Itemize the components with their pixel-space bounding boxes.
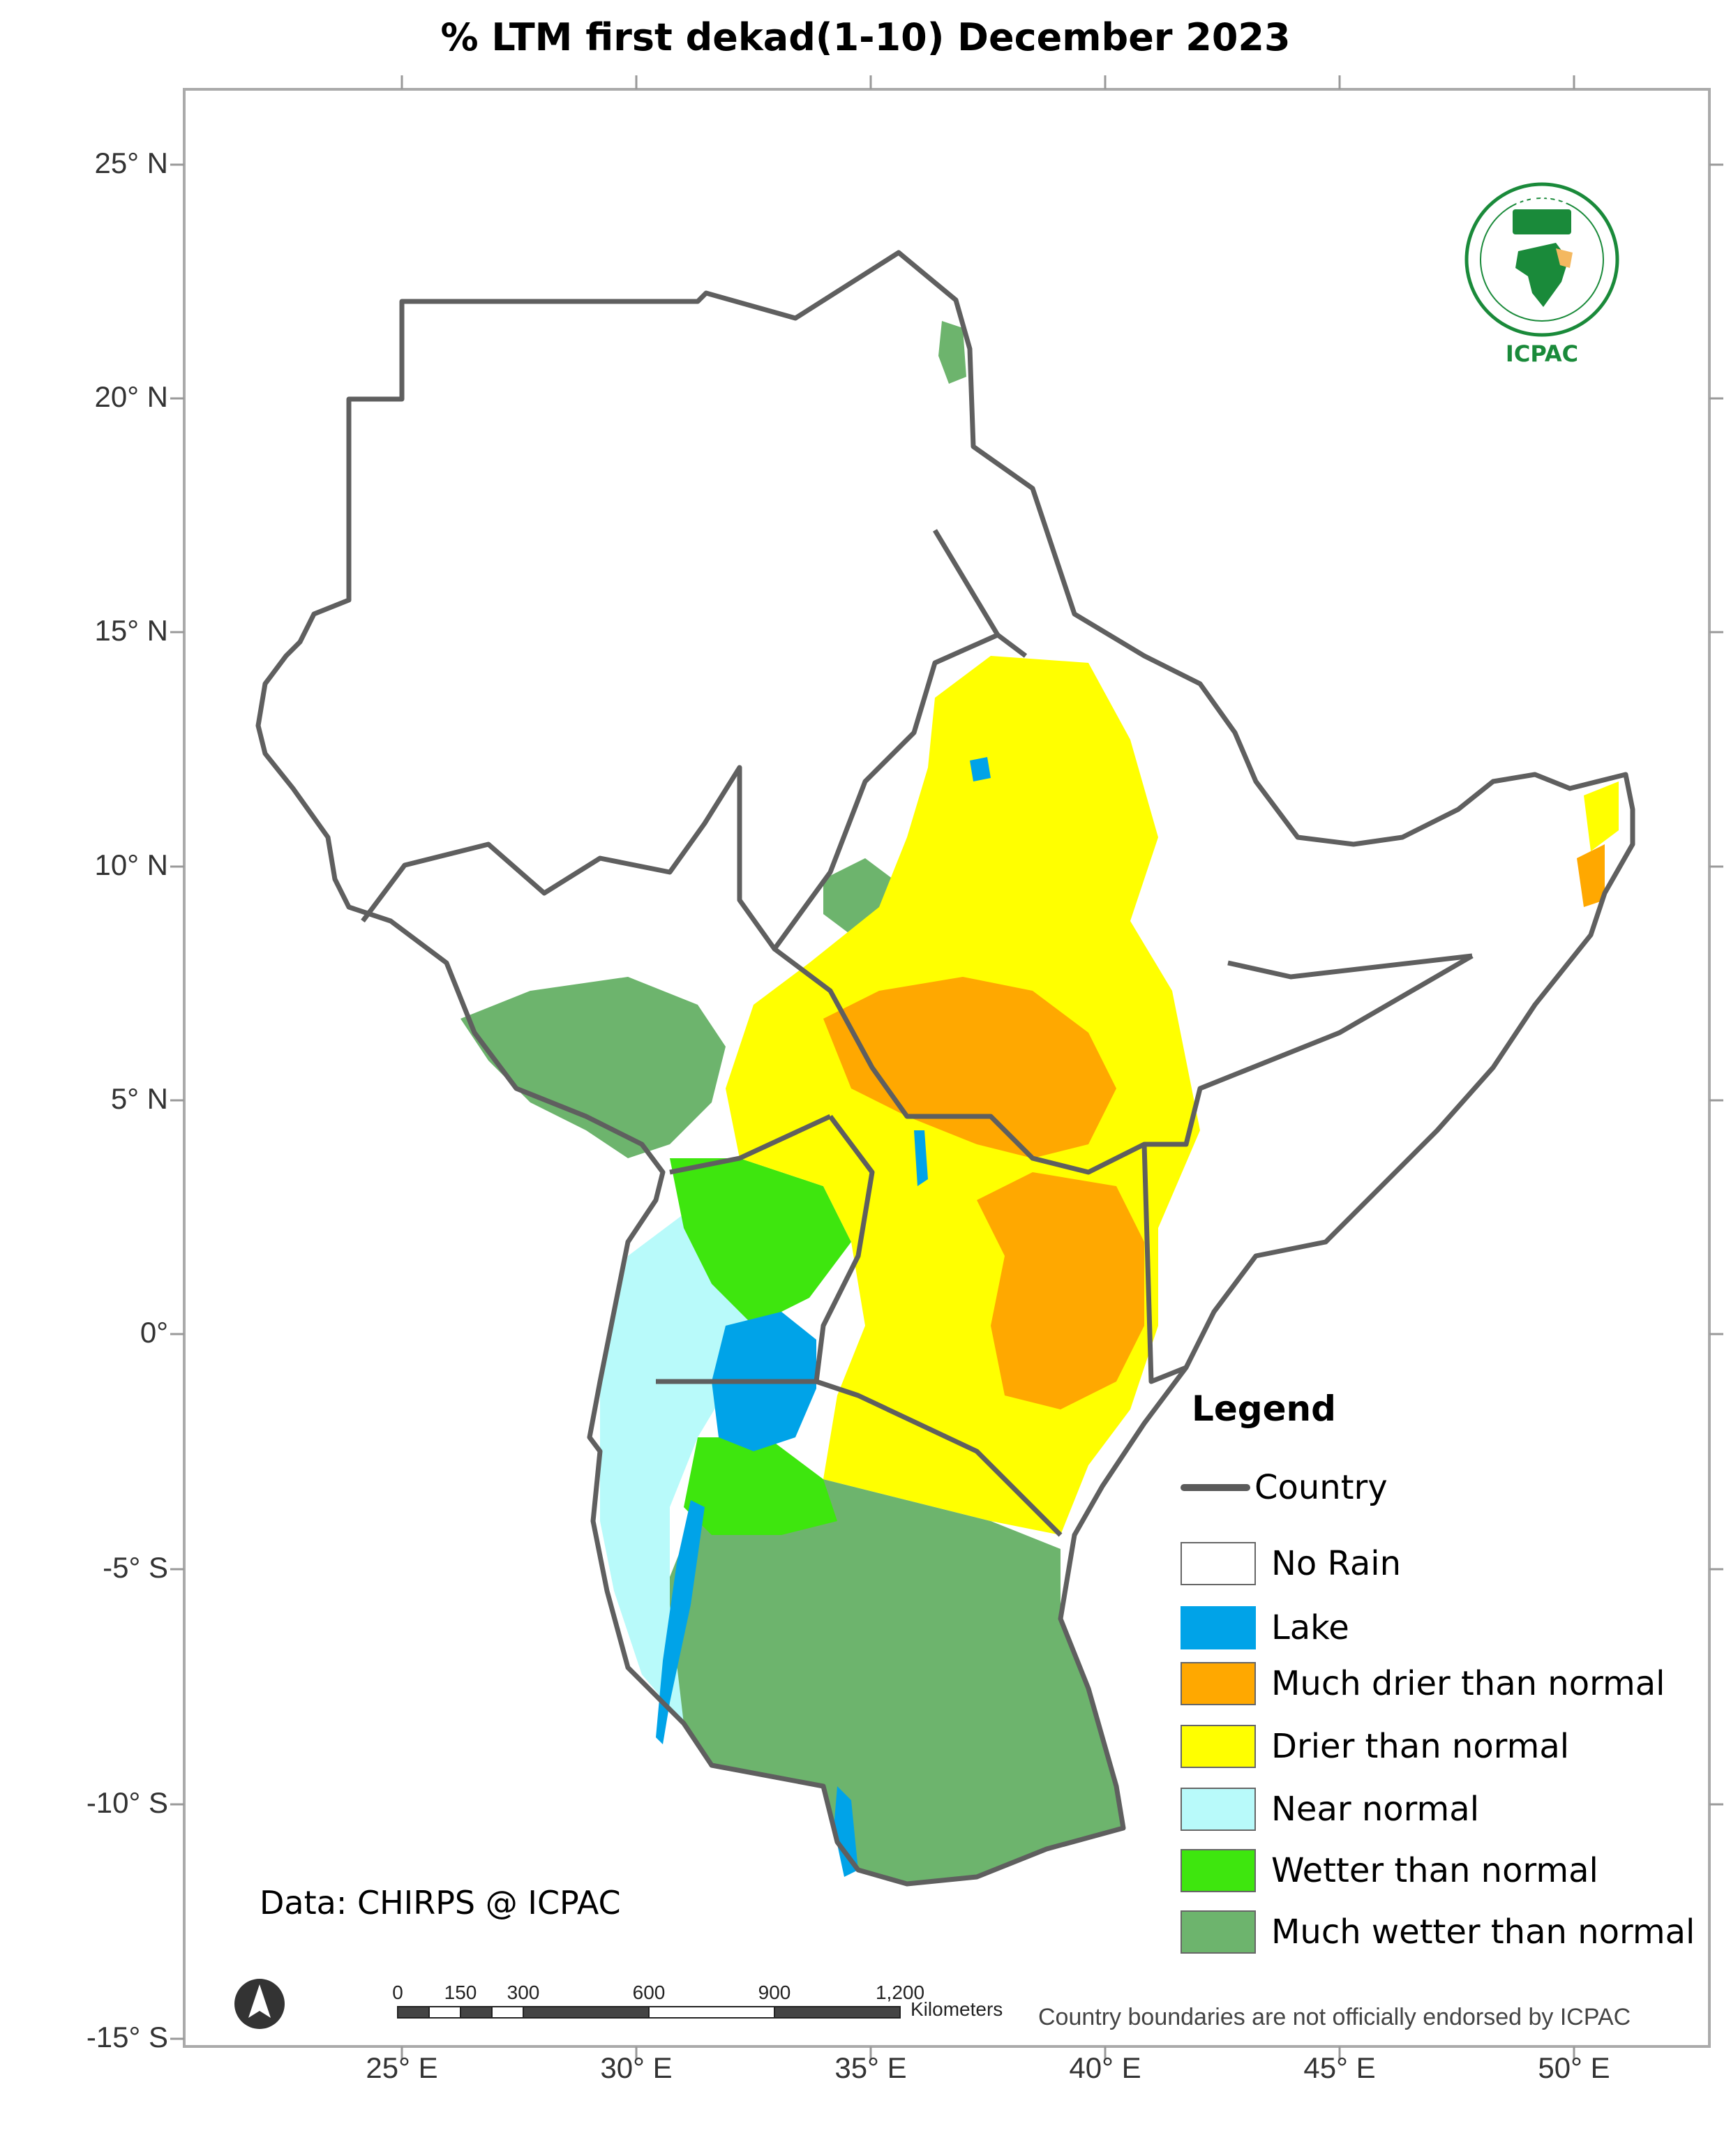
zone-much-wetter-west bbox=[460, 977, 726, 1158]
legend-swatch-wetter bbox=[1181, 1849, 1256, 1892]
igad-logo bbox=[1464, 182, 1619, 337]
lat-label-20n: 20° N bbox=[94, 380, 168, 413]
data-source-label: Data: CHIRPS @ ICPAC bbox=[260, 1884, 621, 1922]
legend-swatch-much-drier bbox=[1181, 1662, 1256, 1705]
legend-item-drier: Drier than normal bbox=[1181, 1725, 1569, 1768]
lake-tanganyika bbox=[656, 1500, 705, 1744]
map-title: % LTM first dekad(1-10) December 2023 bbox=[440, 15, 1291, 59]
logo-bottom-text: ICPAC bbox=[1505, 340, 1579, 367]
scalebar-label-150: 150 bbox=[444, 1982, 477, 2003]
legend-label-much-drier: Much drier than normal bbox=[1271, 1664, 1665, 1703]
legend-swatch-no-rain bbox=[1181, 1542, 1256, 1585]
map-frame bbox=[183, 88, 1711, 2048]
lon-label-45e: 45° E bbox=[1303, 2051, 1376, 2084]
lat-label-10s: -10° S bbox=[86, 1786, 168, 1819]
zone-much-drier bbox=[823, 977, 1116, 1158]
zone-much-wetter-ne bbox=[938, 321, 966, 384]
zone-wetter bbox=[670, 1158, 851, 1326]
legend-label-no-rain: No Rain bbox=[1271, 1544, 1401, 1583]
zone-much-drier-kenya bbox=[977, 1172, 1144, 1409]
scalebar-label-600: 600 bbox=[632, 1982, 666, 2003]
lon-label-25e: 25° E bbox=[366, 2051, 438, 2084]
legend-item-wetter: Wetter than normal bbox=[1181, 1849, 1598, 1892]
legend-item-lake: Lake bbox=[1181, 1606, 1349, 1649]
boundary-disclaimer: Country boundaries are not officially en… bbox=[1038, 2004, 1631, 2030]
zone-drier-somalia bbox=[1584, 781, 1619, 851]
lon-label-30e: 30° E bbox=[600, 2051, 673, 2084]
lat-label-5s: -5° S bbox=[103, 1551, 168, 1584]
legend-swatch-much-wetter bbox=[1181, 1910, 1256, 1954]
zone-much-drier-somalia bbox=[1577, 844, 1605, 907]
lat-label-15n: 15° N bbox=[94, 614, 168, 647]
legend-item-country: Country bbox=[1181, 1468, 1388, 1507]
lake-turkana bbox=[914, 1130, 928, 1186]
logo-top-text: IGAD bbox=[1514, 187, 1570, 210]
lat-label-10n: 10° N bbox=[94, 848, 168, 881]
scale-bar bbox=[397, 2006, 901, 2019]
country-borders bbox=[255, 250, 1635, 1887]
north-arrow-icon bbox=[234, 1979, 285, 2029]
scalebar-units: Kilometers bbox=[911, 1998, 1003, 2020]
legend-item-no-rain: No Rain bbox=[1181, 1542, 1401, 1585]
legend-label-country: Country bbox=[1254, 1468, 1388, 1507]
lat-label-15s: -15° S bbox=[86, 2021, 168, 2053]
legend-item-much-wetter: Much wetter than normal bbox=[1181, 1910, 1695, 1954]
legend-label-near-normal: Near normal bbox=[1271, 1790, 1480, 1829]
zone-wetter-2 bbox=[684, 1437, 837, 1535]
legend-label-lake: Lake bbox=[1271, 1608, 1349, 1647]
scalebar-label-1200: 1,200 bbox=[875, 1982, 925, 2003]
lon-label-35e: 35° E bbox=[834, 2051, 907, 2084]
legend-item-much-drier: Much drier than normal bbox=[1181, 1662, 1665, 1705]
zone-much-wetter-south bbox=[670, 1479, 1123, 1884]
lat-label-0: 0° bbox=[140, 1316, 168, 1349]
lon-label-50e: 50° E bbox=[1538, 2051, 1610, 2084]
lat-label-25n: 25° N bbox=[94, 147, 168, 179]
lon-label-40e: 40° E bbox=[1069, 2051, 1141, 2084]
legend-swatch-country bbox=[1181, 1484, 1250, 1491]
legend-label-drier: Drier than normal bbox=[1271, 1727, 1570, 1766]
legend-swatch-near-normal bbox=[1181, 1788, 1256, 1831]
scalebar-label-900: 900 bbox=[758, 1982, 791, 2003]
legend-swatch-lake bbox=[1181, 1606, 1256, 1649]
legend-title: Legend bbox=[1192, 1388, 1336, 1429]
scalebar-label-0: 0 bbox=[392, 1982, 403, 2003]
legend-swatch-drier bbox=[1181, 1725, 1256, 1768]
legend-item-near-normal: Near normal bbox=[1181, 1788, 1479, 1831]
legend-label-wetter: Wetter than normal bbox=[1271, 1851, 1598, 1890]
scalebar-label-300: 300 bbox=[507, 1982, 540, 2003]
lake-malawi bbox=[834, 1786, 858, 1877]
lake-tana bbox=[970, 757, 991, 781]
lat-label-5n: 5° N bbox=[110, 1082, 168, 1115]
graticule-ticks bbox=[170, 75, 1723, 2060]
legend-label-much-wetter: Much wetter than normal bbox=[1271, 1912, 1695, 1952]
